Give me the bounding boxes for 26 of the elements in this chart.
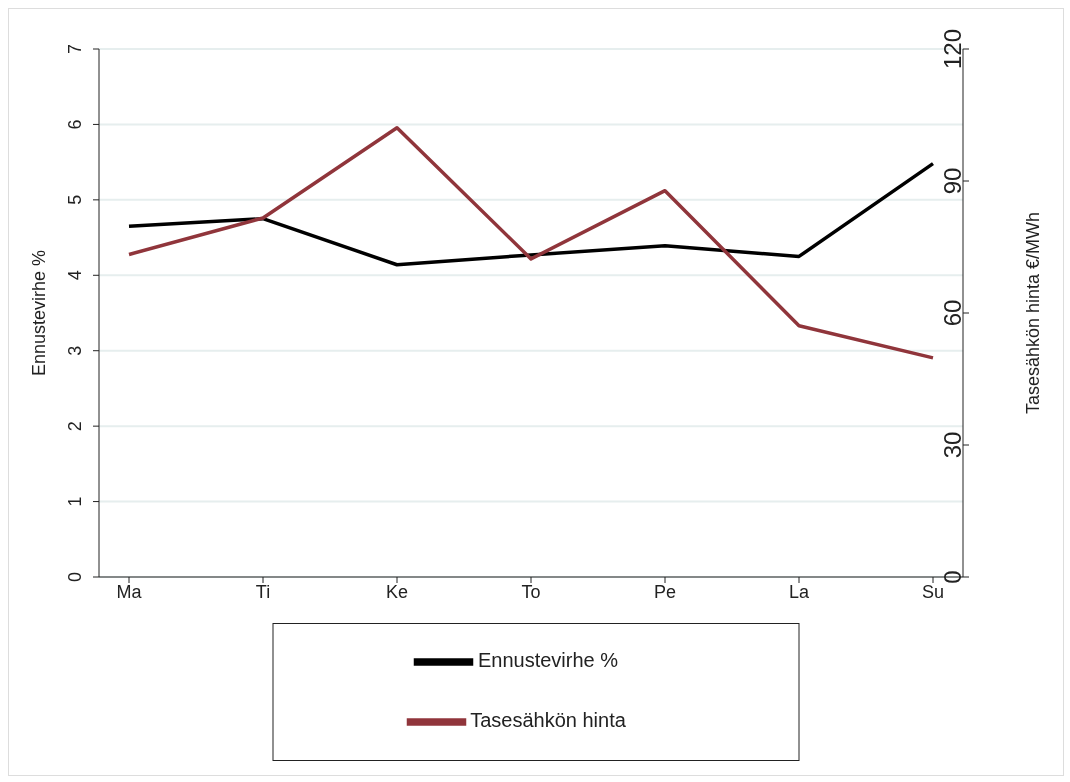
y2-tick-label: 30	[939, 431, 966, 459]
x-tick-label: La	[788, 581, 810, 602]
x-tick-label: Ke	[385, 581, 409, 602]
y-tick-label: 4	[65, 270, 85, 281]
x-tick-label: Ti	[255, 581, 271, 602]
y2-tick-label: 120	[939, 28, 966, 70]
x-tick-label: To	[521, 581, 541, 602]
x-tick-label: Pe	[653, 581, 677, 602]
x-tick-label: Su	[921, 581, 945, 602]
y2-tick-label: 90	[939, 167, 966, 195]
y-tick-label: 1	[65, 496, 85, 507]
y-axis-title: Ennustevirhe %	[29, 249, 50, 377]
line-series	[127, 126, 935, 360]
y2-tick-label: 60	[939, 299, 966, 327]
legend-label: Tasesähkön hinta	[470, 709, 626, 732]
line-series	[127, 161, 935, 267]
y-tick-label: 7	[65, 43, 85, 55]
y-tick-label: 5	[65, 194, 85, 205]
y2-tick-label: 0	[939, 570, 966, 584]
y-tick-label: 2	[65, 421, 85, 432]
x-tick-label: Ma	[116, 581, 143, 602]
y2-axis-title: Tasesähkön hinta €/MWh	[1023, 211, 1044, 415]
y-tick-label: 6	[65, 119, 85, 130]
legend-label: Ennustevirhe %	[477, 649, 619, 672]
y-tick-label: 3	[65, 345, 85, 356]
y-tick-label: 0	[65, 571, 85, 583]
